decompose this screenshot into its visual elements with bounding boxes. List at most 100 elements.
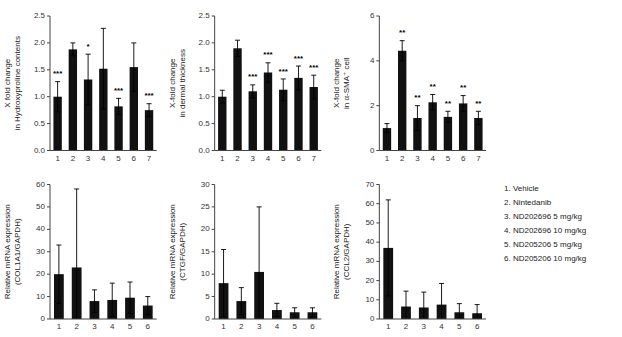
x-tick-label: 1 [385,154,390,163]
error-bar [311,75,316,99]
x-tick-label: 6 [146,322,151,331]
significance-label: *** [309,63,319,72]
error-bar [475,305,480,319]
x-tick-label: 2 [71,154,76,163]
error-bar [235,40,240,56]
y-axis-line [379,16,380,151]
y-axis-label: Relative mRNA expression(CTGF/GAPDH) [168,204,187,299]
error-bar [147,104,152,117]
plot-area [219,207,318,319]
y-tick-label: 30 [201,180,210,189]
x-axis-line [50,150,157,151]
y-tick-label: 2 [370,101,375,110]
x-tick-label: 3 [257,322,262,331]
y-tick-label: 1.0 [199,92,211,101]
y-tick-label: 0 [370,314,375,323]
x-tick-label: 7 [311,154,316,163]
legend-line: 5. ND205206 5 mg/kg [504,240,582,249]
error-bar [400,41,405,61]
x-tick-label: 5 [292,322,297,331]
y-tick-label: 25 [201,202,210,211]
y-tick-label: 0 [41,314,46,323]
y-axis-line [50,185,51,320]
x-tick-label: 4 [101,154,106,163]
x-tick-label: 1 [221,322,226,331]
x-tick-label: 5 [457,322,462,331]
x-tick-label: 1 [386,322,391,331]
x-tick-label: 2 [235,154,240,163]
significance-label: *** [294,54,304,63]
error-bar [421,292,426,319]
plot-area [218,40,318,150]
error-bar [70,43,75,56]
x-tick-label: 1 [220,154,225,163]
error-bar [131,43,136,91]
x-axis-line [379,150,486,151]
x-tick-label: 1 [55,154,60,163]
legend-text: 1. Vehicle2. Nintedanib3. ND202696 5 mg/… [504,184,586,263]
x-tick-label: 1 [57,322,62,331]
y-tick-label: 0.0 [199,146,211,155]
panel: 0.00.51.01.52.02.51234567X fold changein… [3,11,157,162]
panel: 0.00.51.01.52.02.51234567X-fold changein… [168,11,322,162]
y-tick-label: 0.5 [34,119,46,128]
x-tick-label: 2 [404,322,409,331]
bar [249,91,257,150]
x-tick-label: 6 [310,322,315,331]
error-bar [439,283,444,319]
x-tick-label: 6 [296,154,301,163]
significance-label: *** [263,50,273,59]
significance-label: *** [248,72,258,81]
y-tick-label: 0.5 [199,119,211,128]
y-tick-label: 70 [365,180,374,189]
x-tick-label: 2 [74,322,79,331]
error-bar [266,63,271,82]
error-bar [281,79,286,101]
bar [218,97,226,151]
error-bar [74,189,79,319]
bar [398,51,406,151]
y-axis-line [214,185,215,320]
plot-area [383,41,483,151]
error-bar [274,303,279,316]
error-bar [250,85,255,98]
error-bar [430,94,435,110]
significance-label: *** [114,86,124,95]
y-axis-line [214,16,215,151]
y-axis-label: X-fold changein α-SMA⁺ cell [332,57,351,109]
bar [264,72,272,150]
x-tick-label: 5 [446,154,451,163]
y-tick-label: 2.0 [34,38,46,47]
error-bar [101,28,106,109]
error-bar [92,290,97,312]
x-tick-label: 2 [400,154,405,163]
error-bar [56,245,61,303]
panel: 02461234567X-fold changein α-SMA⁺ cell**… [332,11,486,162]
error-bar [457,304,462,319]
legend-line: 6. ND205206 10 mg/kg [504,254,586,263]
x-tick-label: 4 [266,154,271,163]
y-tick-label: 20 [201,224,210,233]
x-tick-label: 3 [422,322,427,331]
significance-label: ** [399,28,406,37]
y-tick-label: 20 [365,276,374,285]
error-bar [384,124,389,133]
y-axis-label: X fold changein Hydroxyproline contents [3,36,22,130]
y-tick-label: 0 [205,314,210,323]
y-tick-label: 10 [36,292,45,301]
y-tick-label: 2.5 [34,11,46,20]
bar [69,49,77,150]
error-bar [445,111,450,122]
error-bar [220,90,225,103]
significance-label: * [87,42,91,51]
y-tick-label: 0 [370,146,375,155]
y-tick-label: 30 [36,247,45,256]
panel: 0102030405060123456Relative mRNA express… [3,180,157,337]
y-tick-label: 4 [370,56,375,65]
x-tick-label: 6 [461,154,466,163]
error-bar [476,111,481,124]
panel: 010203040506070123456Relative mRNA expre… [332,180,486,331]
error-bar [292,308,297,317]
y-tick-label: 15 [201,247,210,256]
bar [233,48,241,150]
